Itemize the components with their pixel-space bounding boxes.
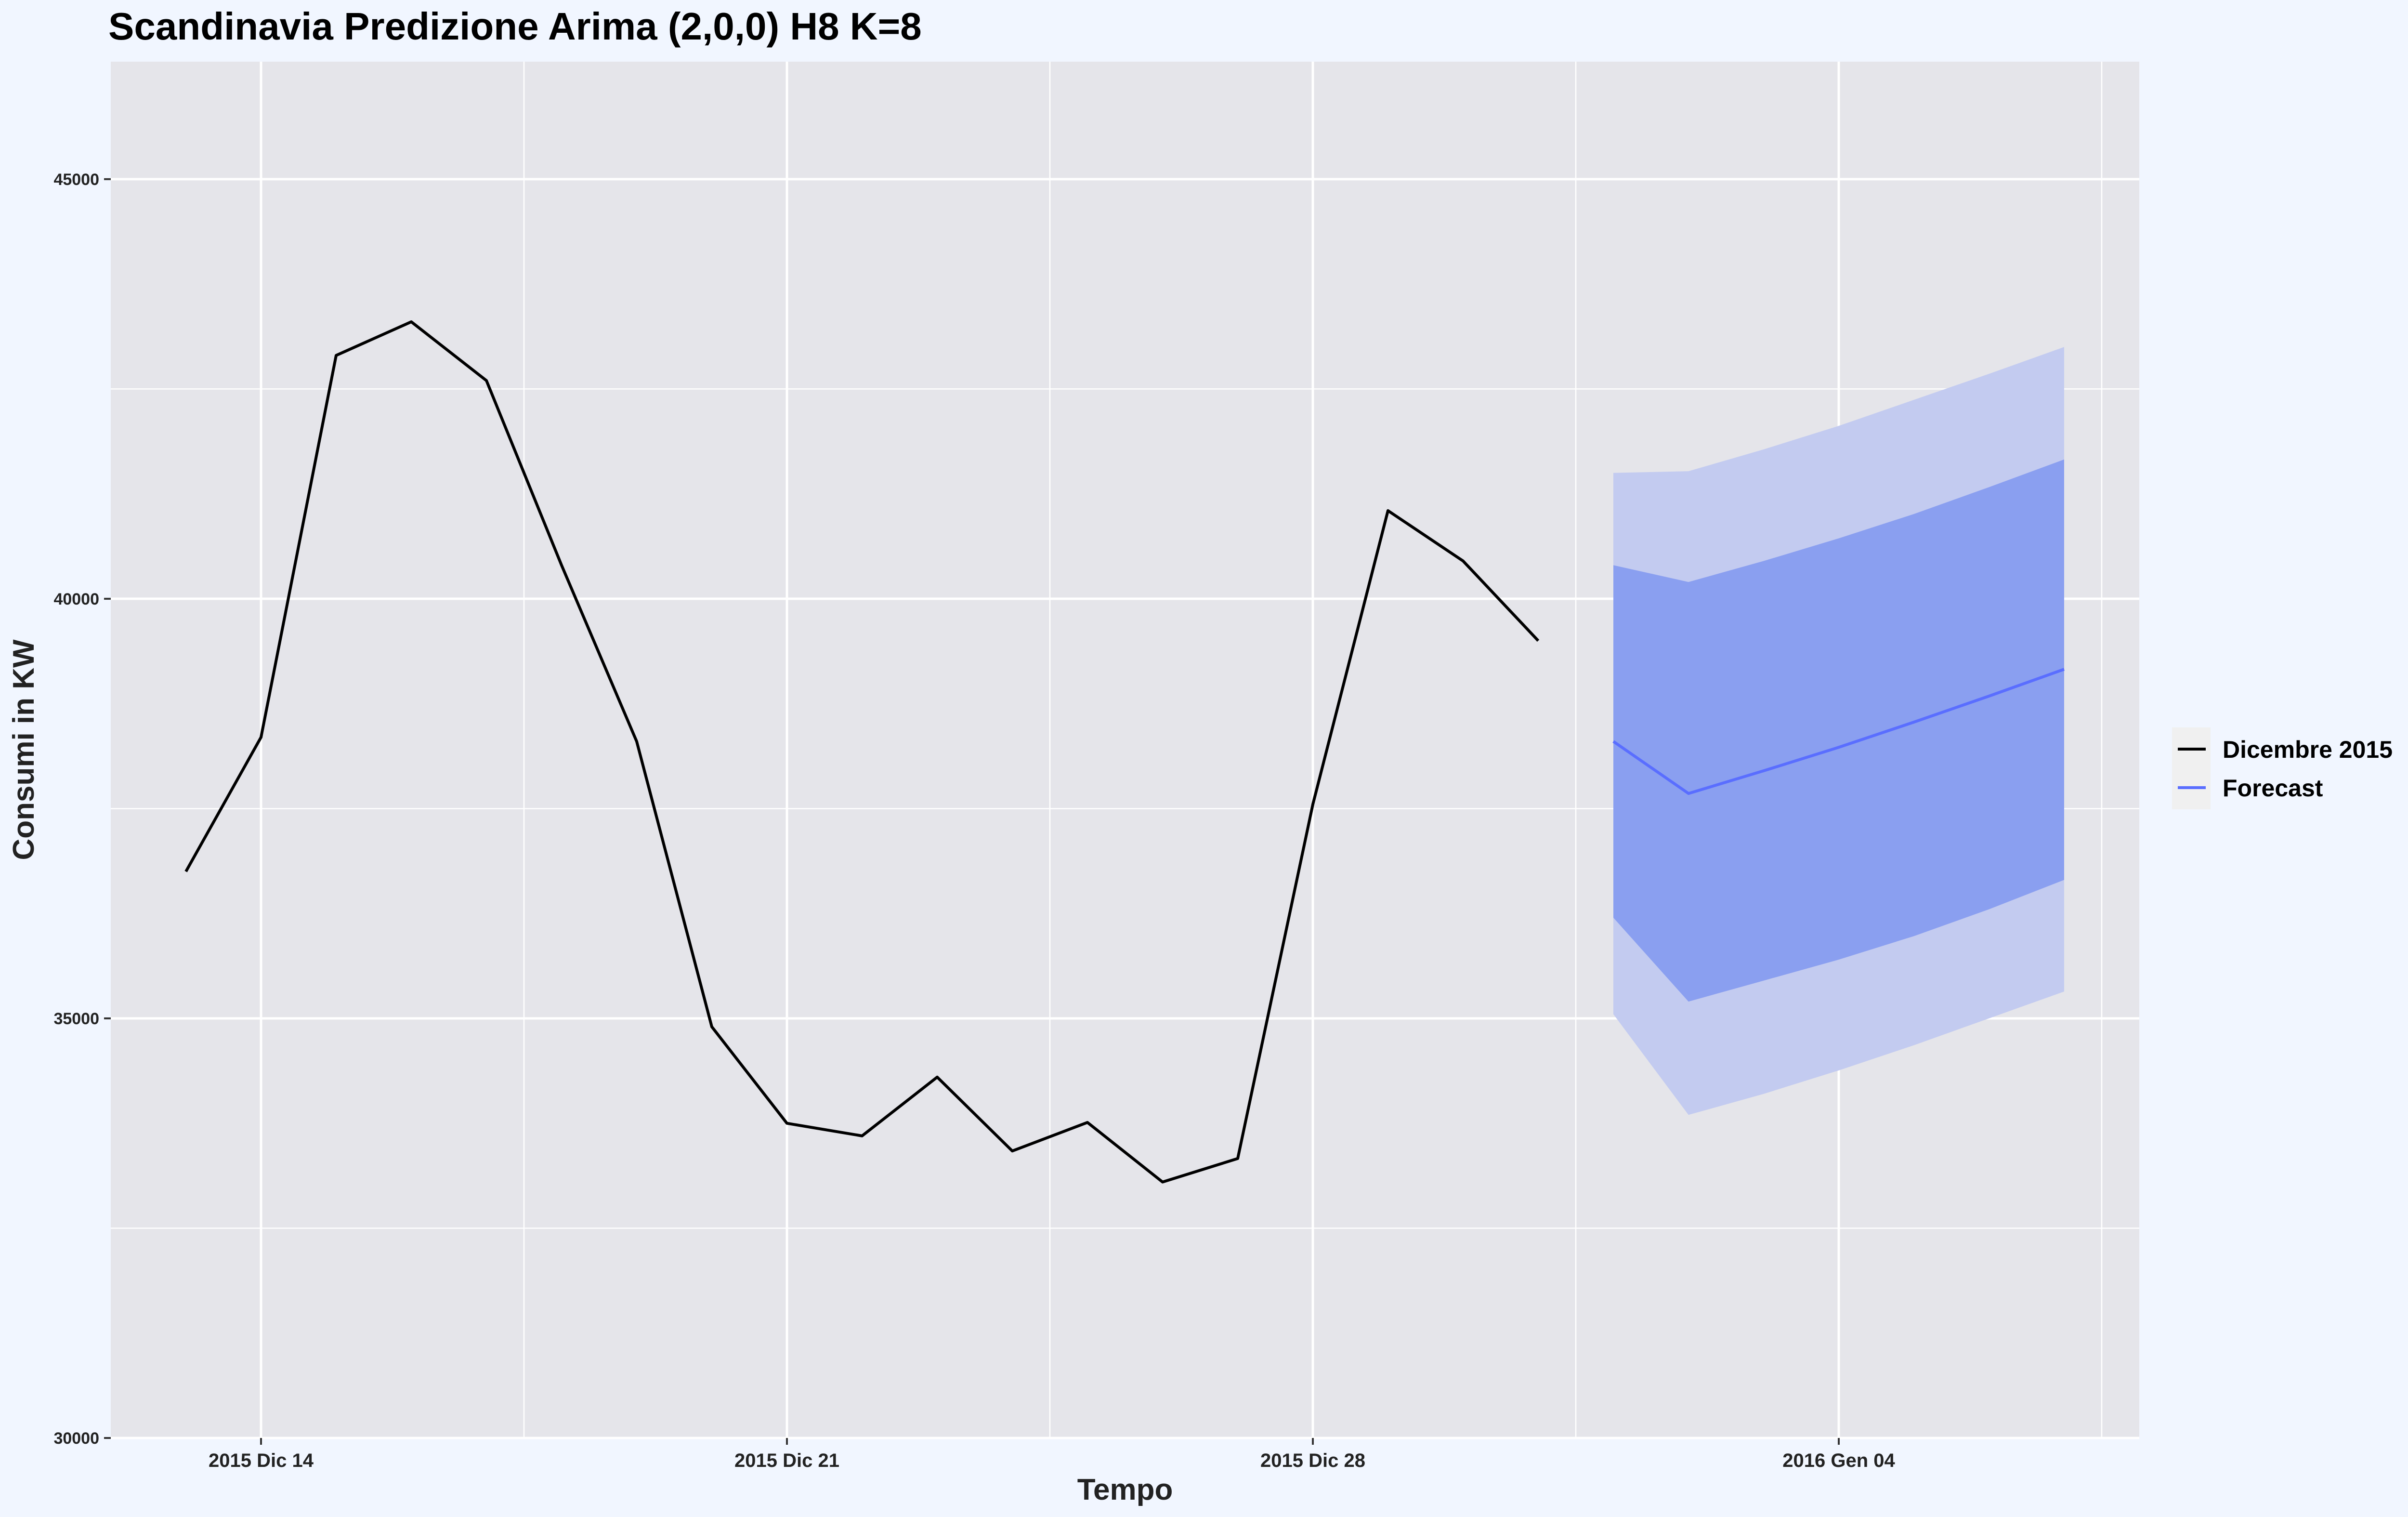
axis-ticks: 30000 35000 40000 45000 2015 Dic 14 2015 Dic … (53, 171, 1895, 1471)
legend-key-background (2172, 727, 2211, 809)
x-axis-title: Tempo (1077, 1473, 1173, 1506)
y-tick-label: 35000 (53, 1010, 99, 1028)
y-tick-label: 30000 (53, 1429, 99, 1448)
legend: Dicembre 2015 Forecast (2172, 727, 2393, 809)
grid-layer (111, 62, 2139, 1439)
x-tick-label: 2016 Gen 04 (1782, 1450, 1895, 1471)
chart-title: Scandinavia Predizione Arima (2,0,0) H8 … (108, 5, 922, 48)
y-axis-title: Consumi in KW (7, 639, 40, 860)
legend-label: Forecast (2223, 775, 2323, 802)
legend-label: Dicembre 2015 (2223, 736, 2393, 763)
forecast-bands (1613, 347, 2064, 1115)
x-tick-label: 2015 Dic 14 (209, 1450, 314, 1471)
x-tick-label: 2015 Dic 21 (734, 1450, 839, 1471)
forecast-band-80 (1613, 459, 2064, 1002)
series-lines (184, 320, 2065, 1184)
series-line-forecast (1612, 668, 2065, 795)
series-line-dicembre-2015 (184, 320, 1540, 1184)
x-tick-label: 2015 Dic 28 (1260, 1450, 1365, 1471)
y-tick-label: 45000 (53, 171, 99, 189)
y-tick-label: 40000 (53, 590, 99, 608)
